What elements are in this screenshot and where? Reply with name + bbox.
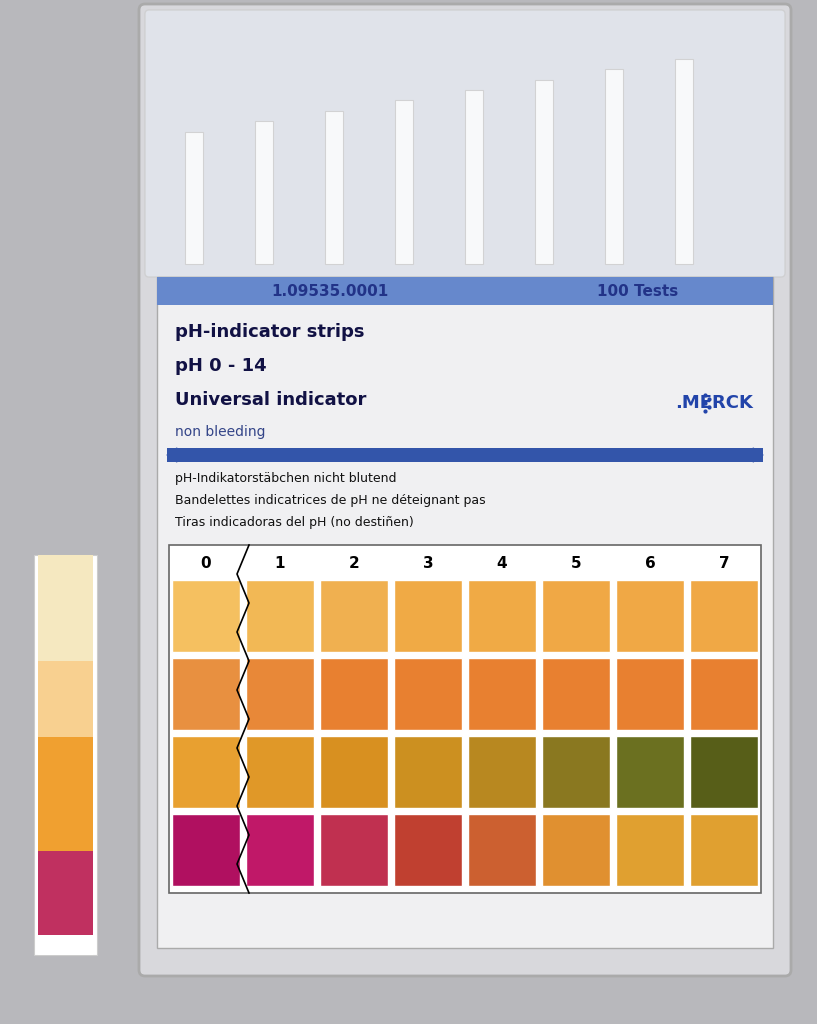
- Text: 1.09535.0001: 1.09535.0001: [271, 284, 388, 299]
- Bar: [616, 814, 684, 886]
- Bar: [394, 580, 462, 652]
- Polygon shape: [167, 449, 177, 462]
- Text: 0: 0: [201, 556, 212, 571]
- Bar: [468, 736, 536, 808]
- Bar: [169, 545, 761, 893]
- Bar: [542, 658, 610, 730]
- Text: 3: 3: [422, 556, 433, 571]
- Bar: [172, 658, 240, 730]
- Bar: [542, 580, 610, 652]
- Bar: [157, 278, 773, 948]
- Bar: [690, 736, 758, 808]
- Bar: [167, 449, 763, 462]
- Text: Tiras indicadoras del pH (no destiñen): Tiras indicadoras del pH (no destiñen): [175, 516, 413, 529]
- Text: Bandelettes indicatrices de pH ne déteignant pas: Bandelettes indicatrices de pH ne déteig…: [175, 494, 485, 507]
- Text: .MERCK: .MERCK: [675, 394, 753, 412]
- Text: pH-Indikatorstäbchen nicht blutend: pH-Indikatorstäbchen nicht blutend: [175, 472, 396, 485]
- Bar: [185, 131, 203, 264]
- Bar: [465, 90, 483, 264]
- Text: 4: 4: [497, 556, 507, 571]
- Text: 2: 2: [349, 556, 359, 571]
- Bar: [246, 736, 314, 808]
- Bar: [38, 737, 93, 851]
- Bar: [468, 580, 536, 652]
- Text: 1: 1: [275, 556, 285, 571]
- Bar: [616, 580, 684, 652]
- Bar: [690, 580, 758, 652]
- Bar: [34, 555, 97, 955]
- Bar: [535, 80, 553, 264]
- Bar: [394, 658, 462, 730]
- Bar: [542, 814, 610, 886]
- Text: pH-indicator strips: pH-indicator strips: [175, 323, 364, 341]
- Bar: [157, 278, 773, 305]
- Bar: [38, 851, 93, 935]
- Bar: [675, 59, 693, 264]
- Bar: [616, 736, 684, 808]
- Text: 5: 5: [571, 556, 582, 571]
- Bar: [468, 658, 536, 730]
- Bar: [246, 580, 314, 652]
- Bar: [605, 70, 623, 264]
- Bar: [468, 814, 536, 886]
- Bar: [172, 736, 240, 808]
- Bar: [320, 658, 388, 730]
- Bar: [38, 662, 93, 737]
- Bar: [394, 814, 462, 886]
- Bar: [542, 736, 610, 808]
- Bar: [172, 580, 240, 652]
- Bar: [394, 736, 462, 808]
- Text: 100 Tests: 100 Tests: [597, 284, 678, 299]
- Bar: [38, 555, 93, 662]
- Text: non bleeding: non bleeding: [175, 425, 266, 439]
- Bar: [246, 814, 314, 886]
- Text: pH 0 - 14: pH 0 - 14: [175, 357, 266, 375]
- Bar: [255, 121, 273, 264]
- Bar: [616, 658, 684, 730]
- Text: 6: 6: [645, 556, 655, 571]
- Bar: [690, 814, 758, 886]
- Bar: [38, 935, 93, 955]
- FancyBboxPatch shape: [139, 4, 791, 976]
- Bar: [320, 736, 388, 808]
- Bar: [320, 814, 388, 886]
- Polygon shape: [753, 449, 763, 462]
- Text: Universal indicator: Universal indicator: [175, 391, 366, 409]
- Bar: [395, 100, 413, 264]
- Bar: [172, 814, 240, 886]
- Bar: [320, 580, 388, 652]
- FancyBboxPatch shape: [145, 10, 785, 278]
- Bar: [690, 658, 758, 730]
- Bar: [246, 658, 314, 730]
- Bar: [325, 111, 343, 264]
- Text: 7: 7: [719, 556, 730, 571]
